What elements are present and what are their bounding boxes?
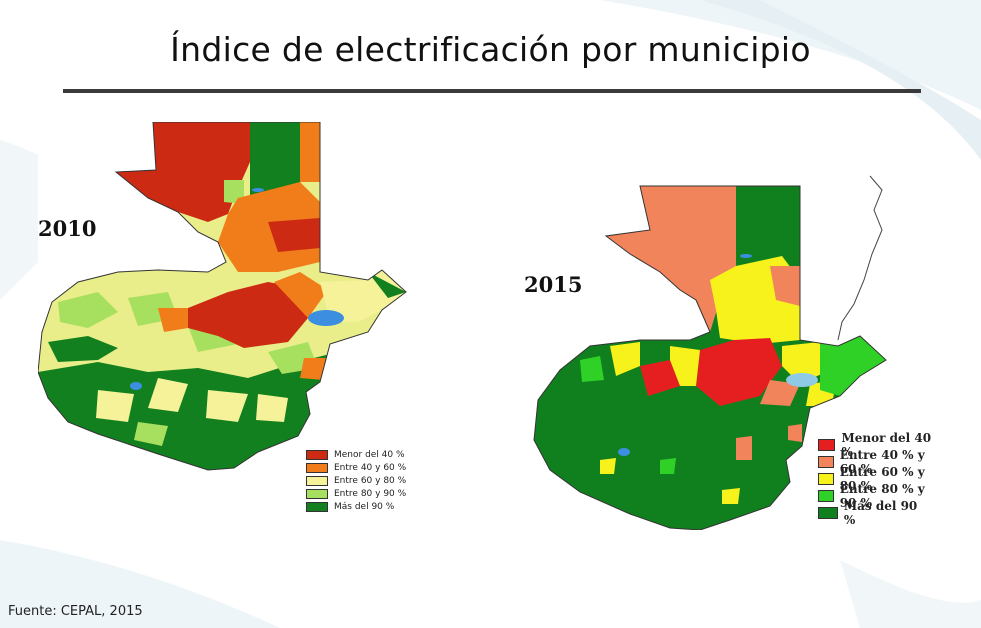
legend-label: Entre 40 % y 60 % (839, 447, 925, 476)
map-panel-2015: 2015 Menor del 40 % Entre 40 % y 60 % En… (520, 170, 932, 530)
lake-peten-2010 (252, 188, 264, 192)
year-label-2015: 2015 (524, 272, 583, 297)
lake-peten-2015 (740, 254, 752, 258)
source-note: Fuente: CEPAL, 2015 (8, 604, 143, 619)
map-panel-2010: 2010 Menor del 40 % Entre 40 y 60 % Entr… (38, 122, 440, 530)
legend-2010: Menor del 40 % Entre 40 y 60 % Entre 60 … (306, 448, 406, 513)
legend-label: Entre 80 y 90 % (334, 488, 407, 499)
legend-item: Menor del 40 % (306, 448, 406, 461)
legend-swatch (818, 489, 834, 502)
map-2015 (533, 175, 887, 530)
legend-item: Entre 40 % y 60 % (818, 448, 932, 476)
title-divider (63, 89, 921, 93)
lake-atitlan-2015 (618, 448, 630, 456)
lake-izabal-2010 (308, 310, 344, 326)
legend-swatch (818, 472, 834, 485)
legend-item: Entre 40 y 60 % (306, 461, 406, 474)
map-2010 (38, 122, 407, 471)
legend-label: Entre 80 % y 90 % (839, 481, 925, 510)
legend-label: Más del 90 % (334, 501, 395, 512)
legend-label: Más del 90 % (843, 498, 918, 527)
legend-swatch (818, 506, 838, 519)
legend-swatch (818, 455, 834, 468)
legend-label: Entre 40 y 60 % (334, 462, 407, 473)
legend-swatch (306, 449, 328, 460)
legend-item: Entre 80 % y 90 % (818, 482, 932, 510)
legend-item: Entre 60 % y 80 % (818, 465, 932, 493)
legend-item: Más del 90 % (818, 499, 932, 527)
legend-2015: Menor del 40 % Entre 40 % y 60 % Entre 6… (818, 431, 932, 527)
lake-izabal-2015 (786, 373, 818, 387)
legend-label: Entre 60 y 80 % (334, 475, 407, 486)
legend-swatch (306, 501, 328, 512)
legend-swatch (306, 475, 328, 486)
legend-item: Menor del 40 % (818, 431, 932, 459)
legend-item: Más del 90 % (306, 500, 406, 513)
legend-label: Menor del 40 % (841, 430, 932, 459)
legend-item: Entre 80 y 90 % (306, 487, 406, 500)
legend-label: Entre 60 % y 80 % (839, 464, 925, 493)
year-label-2010: 2010 (38, 216, 97, 241)
legend-swatch (306, 462, 328, 473)
slide-title: Índice de electrificación por municipio (170, 30, 811, 69)
lake-atitlan-2010 (130, 382, 142, 390)
border-line (837, 175, 883, 341)
legend-swatch (818, 438, 836, 451)
legend-label: Menor del 40 % (334, 449, 405, 460)
legend-swatch (306, 488, 328, 499)
legend-item: Entre 60 y 80 % (306, 474, 406, 487)
